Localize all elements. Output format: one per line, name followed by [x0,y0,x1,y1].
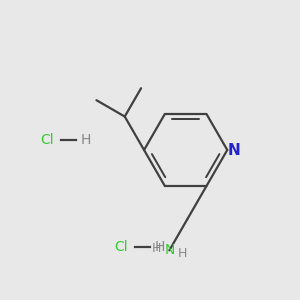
Text: N: N [227,142,240,158]
Text: Cl: Cl [40,133,54,147]
Text: H: H [154,240,165,254]
Text: H: H [178,247,188,260]
Text: Cl: Cl [114,240,128,254]
Text: H: H [151,242,160,255]
Text: N: N [164,243,175,257]
Text: H: H [80,133,91,147]
